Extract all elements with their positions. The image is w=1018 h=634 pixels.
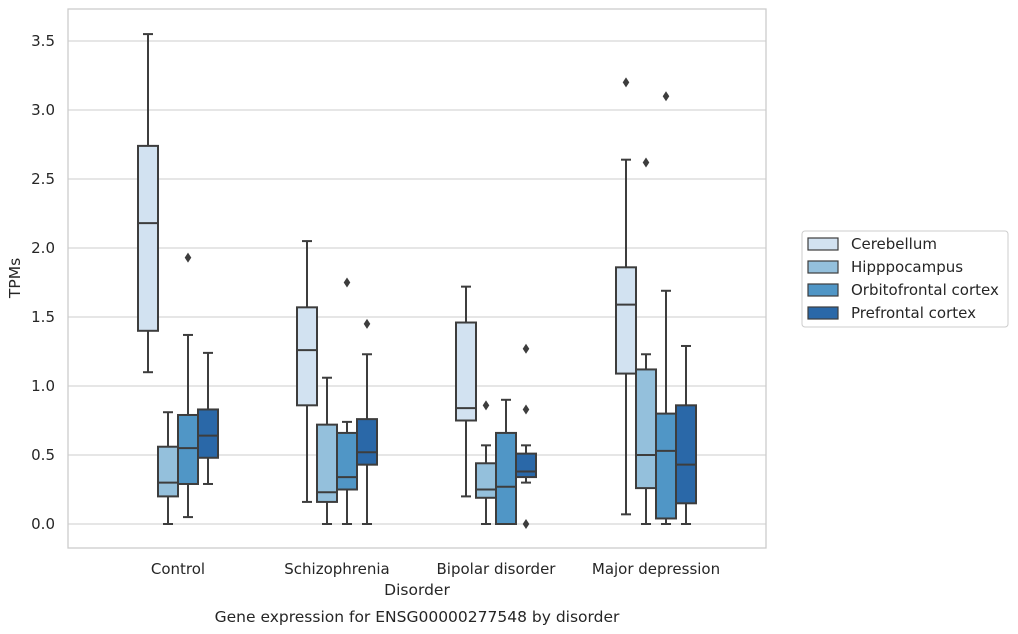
legend-label: Hipppocampus xyxy=(851,258,963,276)
box-3-0 xyxy=(197,351,219,485)
legend-label: Orbitofrontal cortex xyxy=(851,281,999,299)
box-iqr xyxy=(675,404,697,505)
outlier-point xyxy=(622,77,630,88)
box-1-3 xyxy=(635,157,657,525)
x-tick-labels: Control Schizophrenia Bipolar disorder Majo… xyxy=(151,560,720,578)
box-3-3 xyxy=(675,344,697,525)
box-iqr xyxy=(455,321,477,422)
box-iqr xyxy=(197,408,219,459)
box-iqr xyxy=(356,418,378,466)
y-tick-label: 0.0 xyxy=(31,515,55,533)
x-tick-label: Schizophrenia xyxy=(284,560,389,578)
box-0-0 xyxy=(137,33,159,374)
x-axis-title: Disorder xyxy=(384,581,450,599)
outlier-point xyxy=(522,404,530,415)
box-iqr xyxy=(296,306,318,407)
box-iqr xyxy=(137,144,159,332)
x-tick-label: Control xyxy=(151,560,205,578)
y-tick-label: 1.0 xyxy=(31,377,55,395)
box-iqr xyxy=(495,431,517,526)
box-3-2 xyxy=(515,343,537,529)
y-axis-title: TPMs xyxy=(6,258,24,299)
legend-swatch xyxy=(807,237,839,251)
outlier-point xyxy=(662,91,670,102)
box-iqr xyxy=(615,266,637,375)
plot-frame xyxy=(67,8,767,549)
box-1-0 xyxy=(157,411,179,525)
x-tick-label: Bipolar disorder xyxy=(437,560,557,578)
outlier-point xyxy=(184,252,192,263)
outlier-point xyxy=(482,400,490,411)
legend-label: Prefrontal cortex xyxy=(851,304,976,322)
box-1-2 xyxy=(475,400,497,525)
box-0-2 xyxy=(455,285,477,498)
outlier-point xyxy=(522,519,530,529)
x-tick-label: Major depression xyxy=(592,560,720,578)
outlier-point xyxy=(343,277,351,288)
box-1-1 xyxy=(316,376,338,525)
y-tick-label: 2.5 xyxy=(31,170,55,188)
box-0-3 xyxy=(615,77,637,516)
y-tick-label: 2.0 xyxy=(31,239,55,257)
y-tick-label: 0.5 xyxy=(31,446,55,464)
outlier-point xyxy=(522,343,530,354)
legend-swatch xyxy=(807,283,839,297)
box-iqr xyxy=(157,445,179,498)
box-iqr xyxy=(515,452,537,479)
figure-caption: Gene expression for ENSG00000277548 by d… xyxy=(215,608,620,626)
legend-swatch xyxy=(807,260,839,274)
box-2-2 xyxy=(495,398,517,526)
y-tick-label: 3.5 xyxy=(31,32,55,50)
y-tick-label: 3.0 xyxy=(31,101,55,119)
y-tick-labels: 0.0 0.5 1.0 1.5 2.0 2.5 3.0 3.5 xyxy=(31,32,55,533)
box-2-0 xyxy=(177,252,199,519)
box-iqr xyxy=(635,368,657,490)
outlier-point xyxy=(363,318,371,329)
y-tick-label: 1.5 xyxy=(31,308,55,326)
legend-swatch xyxy=(807,306,839,320)
box-2-1 xyxy=(336,277,358,525)
box-plots xyxy=(137,33,697,529)
box-3-1 xyxy=(356,318,378,525)
legend-label: Cerebellum xyxy=(851,235,937,253)
box-iqr xyxy=(336,431,358,491)
legend: Cerebellum Hipppocampus Orbitofrontal cort… xyxy=(801,230,1009,328)
legend-frame xyxy=(801,230,1009,328)
box-iqr xyxy=(177,413,199,485)
box-iqr xyxy=(316,423,338,503)
box-0-1 xyxy=(296,240,318,503)
box-2-3 xyxy=(655,91,677,525)
box-iqr xyxy=(475,462,497,499)
outlier-point xyxy=(642,157,650,168)
box-iqr xyxy=(655,412,677,520)
